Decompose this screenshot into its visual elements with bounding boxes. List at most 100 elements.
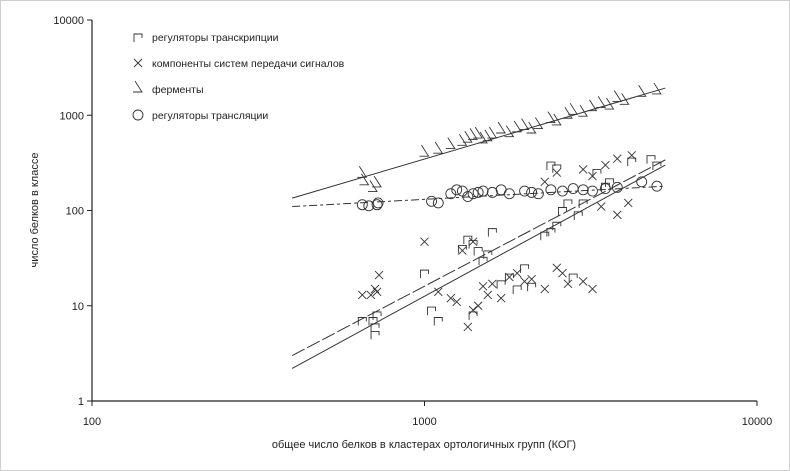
point-bracket (372, 311, 382, 320)
point-cross (552, 168, 562, 177)
point-bracket (520, 264, 530, 273)
point-cross (483, 290, 493, 300)
point-circle (462, 191, 474, 203)
point-circle (651, 180, 663, 192)
point-circle (599, 183, 611, 194)
point-angle (433, 141, 444, 154)
point-circle (432, 197, 444, 209)
legend-label: компоненты систем передачи сигналов (152, 58, 345, 70)
point-bracket (427, 306, 436, 316)
point-bracket (357, 317, 367, 326)
point-cross (558, 268, 567, 278)
point-cross (601, 160, 610, 170)
x-tick-label: 100 (83, 416, 101, 428)
y-tick-label: 10000 (53, 15, 84, 27)
point-cross (468, 237, 478, 247)
point-angle (636, 85, 647, 97)
point-angle (612, 90, 623, 102)
point-bracket (652, 161, 662, 171)
y-tick-label: 1000 (60, 110, 84, 122)
point-bracket (563, 199, 573, 208)
point-circle (356, 199, 368, 211)
point-circle (472, 186, 484, 198)
point-angle (604, 97, 615, 110)
point-bracket (568, 273, 578, 283)
legend-marker-circle (132, 109, 144, 121)
point-circle (587, 185, 598, 197)
point-cross (433, 287, 443, 297)
point-bracket (546, 161, 556, 171)
point-cross (512, 268, 522, 278)
x-axis-label: общее число белков в кластерах ортологич… (272, 439, 576, 451)
legend: регуляторы транскрипции компоненты систем… (132, 32, 345, 122)
fit-line-3 (292, 185, 666, 208)
y-tick-label: 10 (72, 301, 84, 313)
point-bracket (504, 273, 514, 283)
point-cross (623, 198, 633, 208)
point-circle (426, 195, 437, 207)
point-bracket (527, 282, 537, 292)
point-circle (557, 185, 568, 197)
point-cross (496, 293, 506, 303)
point-cross (446, 293, 456, 303)
point-cross (596, 202, 606, 211)
point-angle (357, 166, 368, 178)
legend-label: ферменты (152, 84, 204, 96)
point-cross (452, 297, 462, 307)
point-circle (611, 181, 623, 193)
point-bracket (512, 285, 522, 294)
point-bracket (573, 211, 583, 220)
point-angle (519, 118, 530, 131)
point-cross (372, 287, 382, 297)
point-angle (445, 137, 456, 150)
point-cross (463, 322, 473, 332)
x-tick-label: 10000 (742, 416, 773, 428)
point-angle (504, 125, 515, 138)
point-cross (374, 270, 384, 280)
point-bracket (370, 323, 380, 332)
y-axis-label: число белков в классе (29, 153, 41, 268)
point-circle (532, 188, 544, 200)
point-angle (596, 96, 607, 108)
point-circle (467, 188, 479, 200)
legend-marker-bracket (133, 33, 143, 42)
point-bracket (457, 244, 467, 254)
point-angle (526, 121, 537, 134)
point-bracket (605, 178, 614, 187)
point-angle (619, 93, 630, 105)
point-cross (540, 177, 550, 187)
point-cross (366, 290, 376, 300)
point-circle (372, 197, 384, 209)
point-bracket (473, 247, 483, 256)
point-cross (578, 277, 588, 286)
point-bracket (478, 256, 488, 266)
point-angle (578, 104, 588, 117)
point-bracket (487, 228, 497, 237)
point-angle (562, 107, 573, 119)
point-cross (505, 272, 514, 282)
point-bracket (483, 250, 493, 259)
legend-marker-angle (133, 80, 143, 93)
point-angle (478, 131, 488, 144)
point-bracket (592, 169, 602, 178)
point-angle (367, 180, 378, 192)
point-cross (527, 274, 536, 284)
point-cross (420, 237, 429, 247)
point-bracket (578, 199, 588, 208)
point-cross (612, 154, 622, 163)
point-bracket (558, 207, 567, 216)
fit-line-1 (291, 164, 666, 369)
point-circle (519, 185, 531, 197)
point-circle (503, 188, 515, 200)
legend-marker-cross (133, 58, 143, 68)
fit-lines (291, 87, 666, 369)
point-circle (636, 176, 648, 188)
point-angle (359, 173, 370, 186)
point-cross (473, 301, 483, 311)
legend-label: регуляторы транскрипции (152, 32, 279, 44)
y-tick-label: 1 (78, 396, 84, 408)
point-angle (496, 121, 506, 134)
point-circle (456, 185, 468, 197)
point-angle (545, 111, 556, 124)
point-cross (627, 150, 637, 160)
